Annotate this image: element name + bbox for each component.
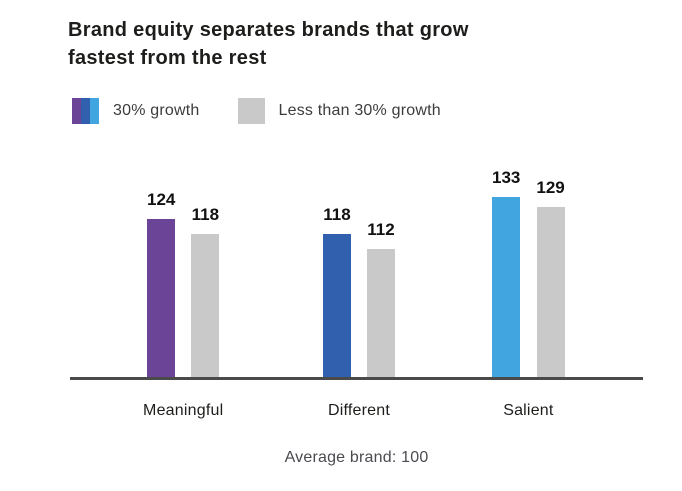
bar-meaningful-growth [147,219,176,377]
category-label-different: Different [328,402,390,419]
category-label-meaningful: Meaningful [143,402,224,419]
value-label-salient-less-growth: 129 [536,178,565,197]
value-label-salient-growth: 133 [492,168,521,187]
bar-group-different: 118 112 Different [323,205,395,419]
category-label-salient: Salient [503,402,554,419]
bar-different-growth [323,234,351,377]
value-label-meaningful-less-growth: 118 [191,205,220,224]
average-brand-note: Average brand: 100 [284,449,429,466]
legend-swatch-less-growth [237,98,265,124]
plot-area: 124 118 Meaningful 118 112 Different 133 [70,168,643,419]
bar-column: 112 [367,220,395,377]
bar-column: 118 [191,205,220,377]
chart-title-line2: fastest from the rest [68,47,267,69]
bar-group-salient: 133 129 Salient [492,168,565,419]
value-label-meaningful-growth: 124 [147,190,176,209]
legend-item-growth: 30% growth [72,98,200,124]
bar-column: 129 [536,178,565,377]
bar-column: 118 [323,205,351,377]
bar-column: 133 [492,168,520,377]
value-label-different-growth: 118 [323,205,351,224]
bar-salient-growth [492,197,521,377]
legend: 30% growth Less than 30% growth [72,98,441,124]
chart-title: Brand equity separates brands that grow f… [68,16,469,72]
bar-column: 124 [147,190,175,377]
bar-different-less-growth [367,249,395,377]
legend-item-less-growth: Less than 30% growth [237,98,441,124]
legend-label-less-growth: Less than 30% growth [278,102,441,119]
bar-salient-less-growth [536,207,565,377]
bar-meaningful-less-growth [191,234,220,377]
value-label-different-less-growth: 112 [367,220,395,239]
legend-swatch-growth [72,98,99,124]
bar-group-meaningful: 124 118 Meaningful [143,190,223,419]
chart-title-line1: Brand equity separates brands that grow [68,19,469,41]
legend-label-growth: 30% growth [113,102,200,119]
